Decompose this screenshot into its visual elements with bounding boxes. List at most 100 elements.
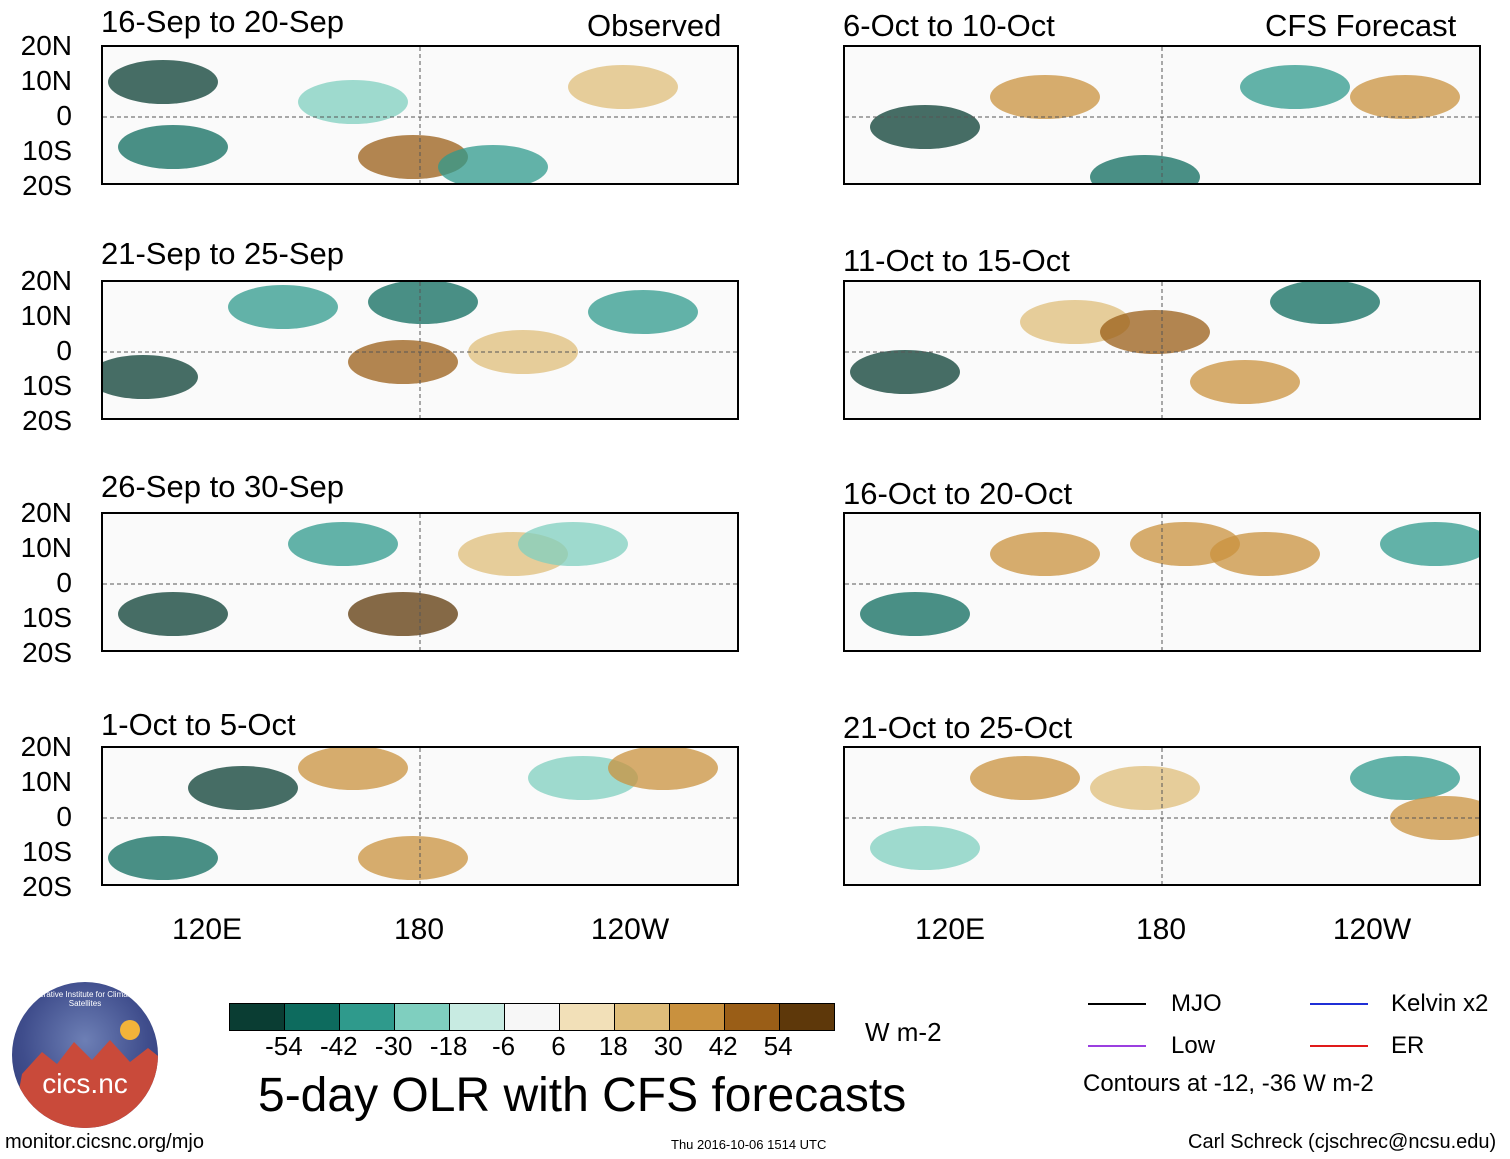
colorbar-label-5: 6 <box>551 1031 566 1061</box>
olr-anomaly-blob <box>1100 310 1210 354</box>
olr-anomaly-blob <box>990 75 1100 119</box>
olr-anomaly-blob <box>1190 360 1300 404</box>
olr-anomaly-blob <box>1380 522 1479 566</box>
colorbar-swatch-9 <box>725 1004 780 1030</box>
map-obs-2 <box>101 280 739 420</box>
lat-label-row4-4: 20S <box>22 871 72 902</box>
lat-label-row1-2: 0 <box>56 100 72 131</box>
map-fc-4 <box>843 746 1481 886</box>
lon-label-120e-left: 120E <box>171 913 243 946</box>
lat-label-row2-4: 20S <box>22 405 72 436</box>
olr-anomaly-blob <box>368 282 478 324</box>
legend-label-low: Low <box>1171 1032 1216 1059</box>
map-obs-1-field <box>103 47 737 183</box>
lat-label-row2-0: 20N <box>20 265 72 296</box>
map-obs-3-field <box>103 514 737 650</box>
olr-anomaly-blob <box>870 826 980 870</box>
lat-label-row2-3: 10S <box>22 370 72 401</box>
panel-title-fc-4: 21-Oct to 25-Oct <box>843 710 1073 745</box>
olr-anomaly-blob <box>1350 75 1460 119</box>
colorbar <box>229 1003 835 1031</box>
map-fc-1 <box>843 45 1481 185</box>
map-fc-2 <box>843 280 1481 420</box>
olr-anomaly-blob <box>1270 282 1380 324</box>
olr-anomaly-blob <box>103 355 198 399</box>
lat-label-row3-1: 10N <box>20 532 72 563</box>
olr-anomaly-blob <box>970 756 1080 800</box>
olr-anomaly-blob <box>348 592 458 636</box>
olr-anomaly-blob <box>118 592 228 636</box>
colorbar-label-9: 54 <box>763 1031 793 1061</box>
colorbar-swatch-3 <box>395 1004 450 1030</box>
olr-anomaly-blob <box>518 522 628 566</box>
map-fc-4-field <box>845 748 1479 884</box>
legend-note: Contours at -12, -36 W m-2 <box>1083 1070 1374 1097</box>
map-obs-4 <box>101 746 739 886</box>
olr-anomaly-blob <box>1090 155 1200 183</box>
olr-anomaly-blob <box>608 748 718 790</box>
olr-anomaly-blob <box>568 65 678 109</box>
olr-anomaly-blob <box>990 532 1100 576</box>
lon-label-120w-left: 120W <box>590 913 670 946</box>
panel-title-obs-1: 16-Sep to 20-Sep <box>101 4 345 39</box>
olr-anomaly-blob <box>1090 766 1200 810</box>
olr-anomaly-blob <box>288 522 398 566</box>
panel-title-fc-2: 11-Oct to 15-Oct <box>843 243 1070 278</box>
lat-label-row3-2: 0 <box>56 567 72 598</box>
colorbar-swatch-0 <box>230 1004 285 1030</box>
colorbar-swatch-10 <box>780 1004 834 1030</box>
colorbar-swatch-6 <box>560 1004 615 1030</box>
lat-label-row4-2: 0 <box>56 801 72 832</box>
colorbar-units: W m-2 <box>865 1017 942 1047</box>
olr-anomaly-blob <box>348 340 458 384</box>
olr-anomaly-blob <box>850 350 960 394</box>
lat-label-row1-1: 10N <box>20 65 72 96</box>
olr-anomaly-blob <box>1350 756 1460 800</box>
lat-label-row1-4: 20S <box>22 170 72 201</box>
footer-website[interactable]: monitor.cicsnc.org/mjo <box>5 1131 204 1153</box>
legend-line-mjo <box>1088 1003 1146 1005</box>
olr-anomaly-blob <box>870 105 980 149</box>
lat-label-row2-2: 0 <box>56 335 72 366</box>
lat-label-row3-0: 20N <box>20 497 72 528</box>
map-obs-4-field <box>103 748 737 884</box>
logo-text: cics.nc <box>42 1068 128 1099</box>
lon-label-180-left: 180 <box>393 913 445 946</box>
map-fc-3-field <box>845 514 1479 650</box>
colorbar-label-4: -6 <box>491 1031 516 1061</box>
colorbar-label-6: 18 <box>598 1031 628 1061</box>
olr-anomaly-blob <box>108 836 218 880</box>
map-obs-3 <box>101 512 739 652</box>
panel-title-obs-3: 26-Sep to 30-Sep <box>101 469 345 504</box>
logo-ring-text: Cooperative Institute for Climate and Sa… <box>20 990 150 1008</box>
panel-title-fc-1: 6-Oct to 10-Oct <box>843 8 1055 43</box>
olr-anomaly-blob <box>1240 65 1350 109</box>
colorbar-swatch-2 <box>340 1004 395 1030</box>
footer-author: Carl Schreck (cjschrec@ncsu.edu) <box>1188 1131 1497 1153</box>
colorbar-swatch-8 <box>670 1004 725 1030</box>
legend-label-kelvin: Kelvin x2 <box>1391 990 1489 1017</box>
panel-title-obs-2: 21-Sep to 25-Sep <box>101 236 345 271</box>
colorbar-label-2: -30 <box>374 1031 413 1061</box>
colorbar-swatch-4 <box>450 1004 505 1030</box>
lon-label-180-right: 180 <box>1135 913 1187 946</box>
colorbar-swatch-7 <box>615 1004 670 1030</box>
olr-anomaly-blob <box>1210 532 1320 576</box>
lon-label-120w-right: 120W <box>1332 913 1412 946</box>
olr-anomaly-blob <box>298 748 408 790</box>
lat-label-row4-3: 10S <box>22 836 72 867</box>
olr-anomaly-blob <box>358 836 468 880</box>
map-obs-2-field <box>103 282 737 418</box>
colorbar-swatch-1 <box>285 1004 340 1030</box>
legend-label-mjo: MJO <box>1171 990 1222 1017</box>
olr-anomaly-blob <box>228 285 338 329</box>
olr-anomaly-blob <box>108 60 218 104</box>
olr-anomaly-blob <box>860 592 970 636</box>
colorbar-label-8: 42 <box>708 1031 738 1061</box>
olr-anomaly-blob <box>438 145 548 183</box>
colorbar-label-7: 30 <box>653 1031 683 1061</box>
panel-title-fc-3: 16-Oct to 20-Oct <box>843 476 1073 511</box>
map-fc-1-field <box>845 47 1479 183</box>
lat-label-row1-3: 10S <box>22 135 72 166</box>
legend-line-er <box>1310 1045 1368 1047</box>
